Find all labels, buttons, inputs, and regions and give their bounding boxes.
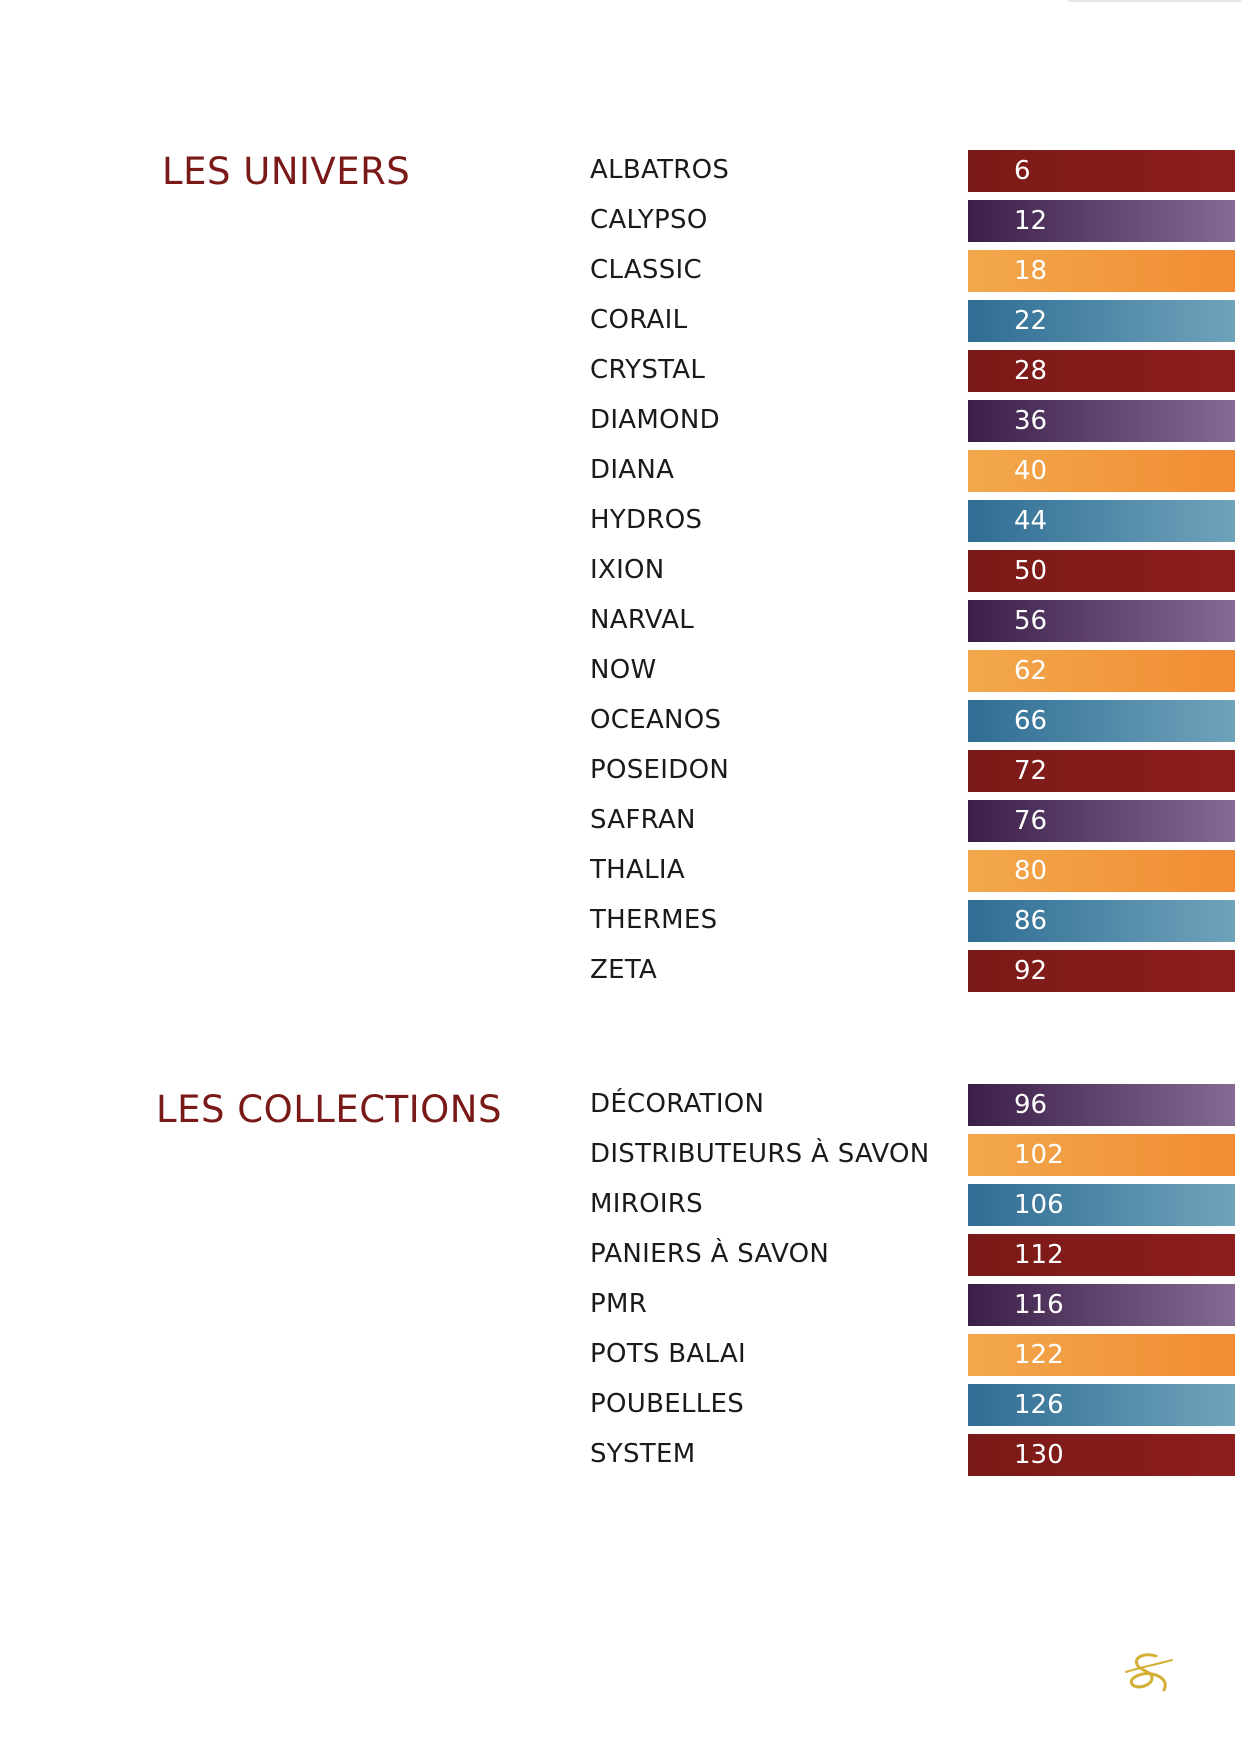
toc-page-number[interactable]: 44: [968, 500, 1235, 542]
toc-page-number[interactable]: 112: [968, 1234, 1235, 1276]
toc-entry[interactable]: PMR 116: [0, 1283, 1241, 1333]
toc-entry-label: CALYPSO: [590, 205, 708, 235]
section-title-collections: LES COLLECTIONS: [156, 1088, 502, 1131]
toc-entry[interactable]: ALBATROS 6: [0, 149, 1241, 199]
toc-entry-label: DÉCORATION: [590, 1089, 765, 1119]
toc-page-number[interactable]: 18: [968, 250, 1235, 292]
toc-entry-label: IXION: [590, 555, 665, 585]
toc-entry[interactable]: PANIERS À SAVON 112: [0, 1233, 1241, 1283]
toc-page-number[interactable]: 72: [968, 750, 1235, 792]
toc-entry[interactable]: DÉCORATION 96: [0, 1083, 1241, 1133]
toc-entry[interactable]: SYSTEM 130: [0, 1433, 1241, 1483]
toc-entry[interactable]: THALIA 80: [0, 849, 1241, 899]
toc-entry[interactable]: CALYPSO 12: [0, 199, 1241, 249]
toc-page-number[interactable]: 130: [968, 1434, 1235, 1476]
toc-entry-label: DISTRIBUTEURS À SAVON: [590, 1139, 930, 1169]
toc-page-number[interactable]: 6: [968, 150, 1235, 192]
toc-entry-label: POUBELLES: [590, 1389, 745, 1419]
toc-page-number[interactable]: 56: [968, 600, 1235, 642]
toc-entry[interactable]: NARVAL 56: [0, 599, 1241, 649]
toc-entry[interactable]: DISTRIBUTEURS À SAVON 102: [0, 1133, 1241, 1183]
toc-entry[interactable]: HYDROS 44: [0, 499, 1241, 549]
toc-entry-label: POSEIDON: [590, 755, 730, 785]
toc-page-number[interactable]: 36: [968, 400, 1235, 442]
toc-entry[interactable]: NOW 62: [0, 649, 1241, 699]
toc-list-univers: ALBATROS 6 CALYPSO 12 CLASSIC 18 CORAIL 22 CRYST…: [0, 149, 1241, 999]
toc-entry-label: THALIA: [590, 855, 685, 885]
toc-page-number[interactable]: 92: [968, 950, 1235, 992]
toc-list-collections: DÉCORATION 96 DISTRIBUTEURS À SAVON 102 MIRO…: [0, 1083, 1241, 1483]
toc-entry-label: CRYSTAL: [590, 355, 706, 385]
toc-entry[interactable]: OCEANOS 66: [0, 699, 1241, 749]
toc-page-number[interactable]: 76: [968, 800, 1235, 842]
toc-entry-label: ZETA: [590, 955, 658, 985]
toc-page-number[interactable]: 96: [968, 1084, 1235, 1126]
toc-page-number[interactable]: 80: [968, 850, 1235, 892]
gold-ampersand-logo-icon: [1125, 1653, 1173, 1692]
section-title-univers: LES UNIVERS: [162, 150, 411, 193]
toc-entry[interactable]: DIAMOND 36: [0, 399, 1241, 449]
toc-entry[interactable]: CLASSIC 18: [0, 249, 1241, 299]
toc-entry[interactable]: POSEIDON 72: [0, 749, 1241, 799]
toc-entry[interactable]: IXION 50: [0, 549, 1241, 599]
toc-page-number[interactable]: 102: [968, 1134, 1235, 1176]
toc-entry[interactable]: POUBELLES 126: [0, 1383, 1241, 1433]
toc-entry[interactable]: THERMES 86: [0, 899, 1241, 949]
toc-entry-label: CORAIL: [590, 305, 688, 335]
toc-entry-label: NARVAL: [590, 605, 695, 635]
toc-page-number[interactable]: 22: [968, 300, 1235, 342]
toc-entry-label: SYSTEM: [590, 1439, 696, 1469]
toc-entry-label: ALBATROS: [590, 155, 730, 185]
toc-entry-label: HYDROS: [590, 505, 703, 535]
toc-entry[interactable]: CORAIL 22: [0, 299, 1241, 349]
toc-entry-label: PMR: [590, 1289, 648, 1319]
toc-entry-label: PANIERS À SAVON: [590, 1239, 830, 1269]
toc-entry[interactable]: CRYSTAL 28: [0, 349, 1241, 399]
toc-entry-label: MIROIRS: [590, 1189, 703, 1219]
toc-entry-label: SAFRAN: [590, 805, 696, 835]
toc-entry[interactable]: DIANA 40: [0, 449, 1241, 499]
toc-entry[interactable]: MIROIRS 106: [0, 1183, 1241, 1233]
toc-entry-label: DIAMOND: [590, 405, 720, 435]
toc-entry-label: POTS BALAI: [590, 1339, 746, 1369]
toc-entry-label: OCEANOS: [590, 705, 722, 735]
top-edge-rule: [1068, 0, 1241, 2]
toc-page-number[interactable]: 62: [968, 650, 1235, 692]
toc-page-number[interactable]: 66: [968, 700, 1235, 742]
toc-entry[interactable]: ZETA 92: [0, 949, 1241, 999]
toc-entry[interactable]: POTS BALAI 122: [0, 1333, 1241, 1383]
toc-page-number[interactable]: 12: [968, 200, 1235, 242]
toc-page-number[interactable]: 40: [968, 450, 1235, 492]
toc-entry-label: NOW: [590, 655, 657, 685]
toc-page-number[interactable]: 126: [968, 1384, 1235, 1426]
toc-page-number[interactable]: 106: [968, 1184, 1235, 1226]
toc-entry-label: THERMES: [590, 905, 718, 935]
toc-page-number[interactable]: 86: [968, 900, 1235, 942]
toc-page-number[interactable]: 116: [968, 1284, 1235, 1326]
toc-page-number[interactable]: 50: [968, 550, 1235, 592]
toc-entry[interactable]: SAFRAN 76: [0, 799, 1241, 849]
toc-entry-label: CLASSIC: [590, 255, 702, 285]
toc-page-number[interactable]: 122: [968, 1334, 1235, 1376]
toc-page-number[interactable]: 28: [968, 350, 1235, 392]
toc-entry-label: DIANA: [590, 455, 675, 485]
